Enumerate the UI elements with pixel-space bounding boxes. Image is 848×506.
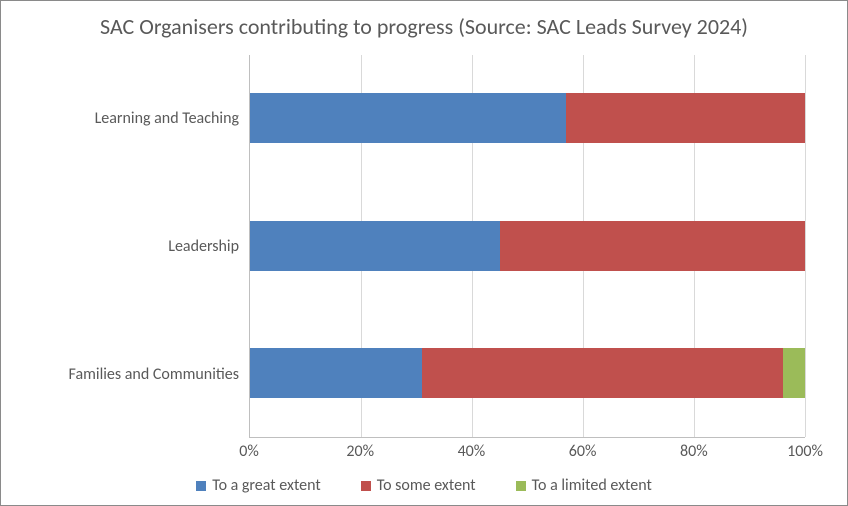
x-axis: 0% 20% 40% 60% 80% 100% — [249, 442, 805, 466]
bar-segment-great — [250, 348, 422, 398]
bar-segment-great — [250, 93, 566, 143]
gridline — [805, 55, 806, 438]
legend-swatch-icon — [196, 481, 206, 491]
x-axis-spacer — [19, 442, 249, 466]
x-tick: 20% — [346, 442, 374, 461]
y-label: Leadership — [19, 182, 239, 310]
plot-row: Learning and Teaching Leadership Familie… — [19, 55, 805, 439]
legend-label: To a great extent — [212, 476, 321, 495]
x-tick: 0% — [239, 442, 259, 461]
bars-container — [250, 55, 805, 438]
bar-segment-limited — [783, 348, 805, 398]
x-axis-row: 0% 20% 40% 60% 80% 100% — [19, 442, 805, 466]
bar-row — [250, 93, 805, 143]
bar-row — [250, 221, 805, 271]
legend-swatch-icon — [516, 481, 526, 491]
bar-segment-great — [250, 221, 500, 271]
y-axis-labels: Learning and Teaching Leadership Familie… — [19, 55, 249, 439]
x-tick: 80% — [680, 442, 708, 461]
plot-area — [249, 55, 805, 439]
legend: To a great extent To some extent To a li… — [13, 466, 835, 499]
x-tick: 40% — [458, 442, 486, 461]
legend-item: To a great extent — [196, 476, 321, 495]
y-label: Learning and Teaching — [19, 55, 239, 183]
bar-segment-some — [500, 221, 805, 271]
x-tick: 100% — [787, 442, 823, 461]
chart-title: SAC Organisers contributing to progress … — [53, 13, 795, 41]
x-tick: 60% — [569, 442, 597, 461]
legend-item: To some extent — [361, 476, 476, 495]
chart-frame: SAC Organisers contributing to progress … — [0, 0, 848, 506]
bar-segment-some — [566, 93, 805, 143]
legend-label: To a limited extent — [532, 476, 652, 495]
bar-row — [250, 348, 805, 398]
legend-item: To a limited extent — [516, 476, 652, 495]
legend-swatch-icon — [361, 481, 371, 491]
y-label: Families and Communities — [19, 310, 239, 438]
bar-segment-some — [422, 348, 783, 398]
legend-label: To some extent — [377, 476, 476, 495]
